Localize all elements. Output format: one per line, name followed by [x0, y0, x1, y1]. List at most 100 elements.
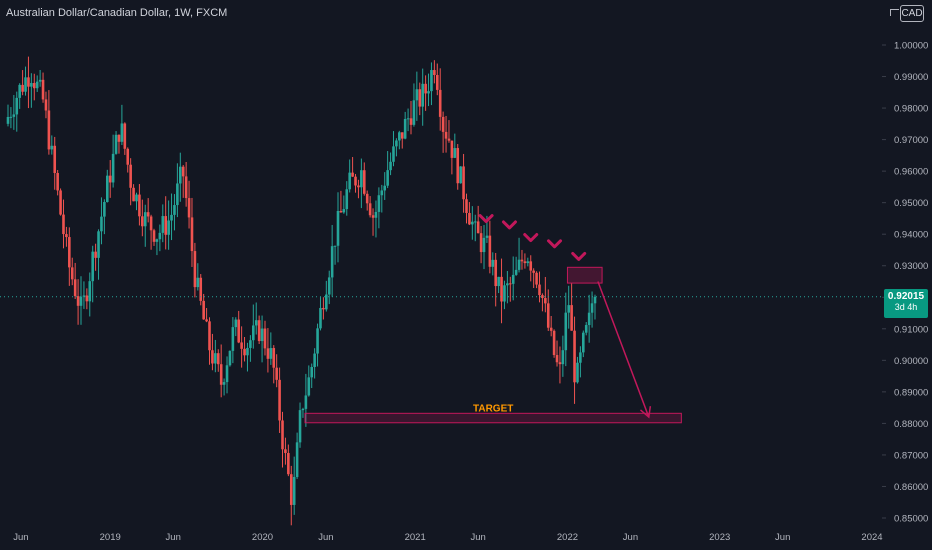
- candle-down: [508, 283, 512, 285]
- candle-down: [70, 267, 74, 280]
- candle-down: [287, 453, 290, 475]
- candle-up: [24, 77, 27, 92]
- candle-up: [313, 353, 316, 367]
- resistance-zone: [566, 266, 603, 284]
- y-tick-label: 0.86000: [894, 482, 928, 493]
- candle-up: [389, 161, 392, 171]
- candle-down: [211, 350, 214, 364]
- candle-up: [348, 172, 351, 190]
- candle-down: [272, 348, 276, 368]
- bar-countdown: 3d 4h: [894, 302, 918, 312]
- x-tick-label: 2023: [709, 532, 730, 543]
- candle-down: [520, 259, 524, 262]
- currency-button[interactable]: CAD: [900, 5, 924, 22]
- candle-down: [435, 74, 439, 90]
- candle-up: [427, 91, 430, 94]
- candle-down: [450, 140, 454, 158]
- candle-down: [129, 164, 132, 188]
- scale-toggle-icon[interactable]: [890, 9, 899, 16]
- candle-up: [330, 246, 334, 278]
- y-tick-label: 0.91000: [894, 324, 928, 335]
- lower-high-marker: [571, 251, 587, 261]
- candle-down: [351, 172, 354, 177]
- x-tick-label: Jun: [166, 532, 181, 543]
- x-tick-label: 2020: [252, 532, 273, 543]
- candle-down: [444, 131, 448, 139]
- candle-down: [409, 118, 413, 125]
- candle-down: [126, 148, 130, 165]
- lower-high-marker: [501, 220, 517, 230]
- candle-up: [403, 118, 407, 139]
- candle-up: [406, 118, 410, 120]
- candle-down: [570, 305, 573, 331]
- candle-up: [103, 202, 106, 217]
- y-tick-label: 0.98000: [894, 104, 928, 115]
- candle-down: [53, 145, 57, 173]
- candle-down: [263, 328, 267, 349]
- candle-up: [307, 377, 311, 396]
- candle-up: [50, 145, 54, 150]
- candle-up: [111, 153, 115, 183]
- x-tick-label: 2021: [405, 532, 426, 543]
- candle-up: [12, 114, 16, 117]
- candle-down: [44, 99, 48, 111]
- candle-down: [94, 251, 97, 258]
- candle-up: [310, 366, 314, 378]
- y-tick-label: 0.94000: [894, 230, 928, 241]
- y-tick-label: 0.88000: [894, 419, 928, 430]
- candle-up: [6, 116, 10, 124]
- candle-down: [73, 279, 77, 297]
- candle-down: [208, 321, 211, 351]
- candle-up: [514, 269, 518, 275]
- projection-arrow-head: [639, 406, 652, 419]
- candle-down: [468, 212, 471, 225]
- candle-up: [412, 100, 416, 125]
- candle-up: [222, 382, 226, 385]
- y-tick-label: 0.99000: [894, 72, 928, 83]
- candle-up: [254, 320, 258, 326]
- candle-down: [447, 138, 451, 141]
- candle-up: [18, 84, 21, 98]
- candle-down: [354, 176, 357, 186]
- candle-down: [152, 230, 156, 242]
- candle-up: [327, 277, 331, 295]
- candle-up: [143, 212, 147, 227]
- candle-up: [214, 353, 217, 364]
- candle-down: [544, 298, 547, 304]
- candle-down: [27, 77, 30, 87]
- candle-up: [252, 325, 255, 341]
- candle-down: [117, 134, 121, 142]
- candle-down: [257, 320, 261, 342]
- lower-high-marker: [523, 233, 539, 243]
- candle-up: [15, 97, 19, 115]
- candle-down: [240, 342, 243, 349]
- x-tick-label: Jun: [623, 532, 638, 543]
- candle-down: [541, 295, 544, 299]
- candle-up: [325, 294, 328, 310]
- candle-up: [526, 261, 530, 264]
- y-tick-label: 0.97000: [894, 135, 928, 146]
- candle-down: [202, 300, 205, 320]
- candle-down: [462, 166, 465, 200]
- candle-down: [47, 110, 51, 150]
- candle-up: [374, 211, 378, 218]
- candle-down: [138, 194, 141, 217]
- candle-up: [584, 325, 588, 333]
- candle-down: [219, 364, 223, 385]
- x-tick-label: Jun: [13, 532, 28, 543]
- candle-down: [243, 348, 246, 356]
- candle-up: [421, 83, 424, 107]
- projection-arrow-shaft: [597, 281, 650, 418]
- candle-down: [552, 330, 556, 356]
- candle-down: [32, 83, 36, 89]
- candle-up: [345, 189, 349, 210]
- x-tick-label: 2019: [100, 532, 121, 543]
- candle-up: [170, 214, 173, 221]
- candle-up: [178, 166, 182, 184]
- candle-up: [459, 166, 462, 184]
- candle-up: [395, 140, 398, 147]
- candle-up: [91, 251, 94, 282]
